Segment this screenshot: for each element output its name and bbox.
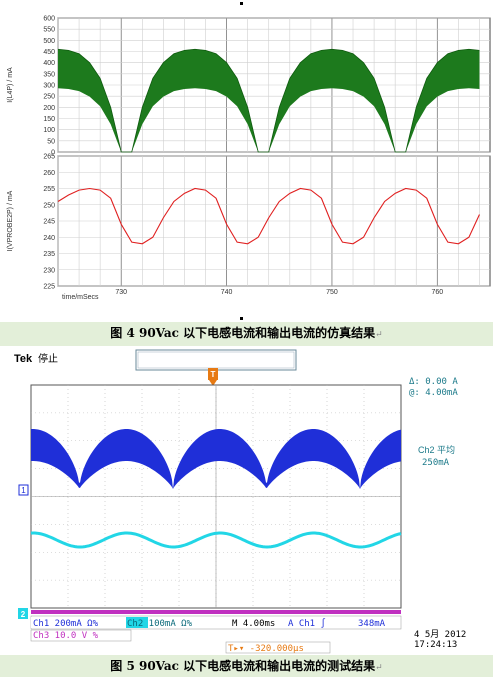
- cursor-delta: Δ: 0.00 A: [409, 377, 458, 387]
- caption-4-text: 图 4 90Vac 以下电感电流和输出电流的仿真结果: [110, 326, 375, 340]
- return-mark: ↵: [375, 663, 383, 673]
- figure-caption-5: 图 5 90Vac 以下电感电流和输出电流的测试结果↵: [0, 655, 493, 677]
- y-tick-label: 600: [43, 16, 55, 23]
- x-tick-label: 750: [326, 289, 338, 296]
- y-tick-label: 250: [43, 94, 55, 101]
- measure-value: 250mA: [422, 458, 450, 468]
- top-ylabel: I(L4P) / mA: [7, 67, 14, 103]
- scope-brand: Tek: [14, 353, 33, 365]
- y-tick-label: 250: [43, 202, 55, 209]
- y-tick-label: 450: [43, 49, 55, 56]
- y-tick-label: 50: [47, 138, 55, 145]
- x-tick-label: 760: [431, 289, 443, 296]
- xlabel: time/mSecs: [62, 294, 99, 301]
- y-tick-label: 100: [43, 127, 55, 134]
- caption-5-text: 图 5 90Vac 以下电感电流和输出电流的测试结果: [110, 659, 375, 673]
- y-tick-label: 225: [43, 284, 55, 291]
- y-tick-label: 400: [43, 60, 55, 67]
- y-tick-label: 300: [43, 83, 55, 90]
- ch3-setting: Ch3 10.0 V %: [33, 631, 99, 641]
- y-tick-label: 550: [43, 27, 55, 34]
- figure-caption-4: 图 4 90Vac 以下电感电流和输出电流的仿真结果↵: [0, 322, 493, 346]
- ch2-setting: Ch2 100mA Ω%: [127, 619, 193, 629]
- y-tick-label: 260: [43, 170, 55, 177]
- oscilloscope-screen: Tek 停止 T 1 2 Δ: 0.00 A @: 4.00mA Ch2 平均 …: [0, 346, 493, 655]
- svg-text:T: T: [211, 370, 216, 379]
- x-tick-label: 730: [115, 289, 127, 296]
- y-tick-label: 235: [43, 251, 55, 258]
- scope-state: 停止: [38, 352, 58, 365]
- svg-text:1: 1: [21, 486, 26, 495]
- y-tick-label: 150: [43, 116, 55, 123]
- trigger-level: 348mA: [358, 619, 386, 629]
- svg-text:2: 2: [21, 610, 26, 619]
- y-tick-label: 245: [43, 219, 55, 226]
- trigger-source: A Ch1 ∫: [288, 618, 326, 629]
- measure-label: Ch2 平均: [418, 444, 455, 455]
- ch1-ground-marker: 1: [19, 485, 28, 495]
- scope-date: 4 5月 2012: [414, 629, 466, 640]
- y-tick-label: 240: [43, 235, 55, 242]
- x-tick-label: 740: [221, 289, 233, 296]
- y-tick-label: 265: [43, 154, 55, 161]
- ch2-ground-marker: 2: [18, 608, 28, 619]
- trigger-offset: T▸▾ -320.000μs: [228, 644, 304, 654]
- simulation-plot: 6005505004504003503002502001501005002652…: [0, 0, 493, 322]
- y-tick-label: 255: [43, 186, 55, 193]
- oscilloscope-figure: Tek 停止 T 1 2 Δ: 0.00 A @: 4.00mA Ch2 平均 …: [0, 346, 493, 655]
- scope-time: 17:24:13: [414, 640, 457, 650]
- y-tick-label: 200: [43, 105, 55, 112]
- return-mark: ↵: [375, 330, 383, 340]
- y-tick-label: 230: [43, 267, 55, 274]
- bottom-ylabel: I(VPROBE2P) / mA: [7, 190, 14, 251]
- ch1-setting: Ch1 200mA Ω%: [33, 619, 99, 629]
- y-tick-label: 500: [43, 38, 55, 45]
- cursor-absolute: @: 4.00mA: [409, 388, 458, 398]
- timebase: M 4.00ms: [232, 619, 275, 629]
- y-tick-label: 350: [43, 71, 55, 78]
